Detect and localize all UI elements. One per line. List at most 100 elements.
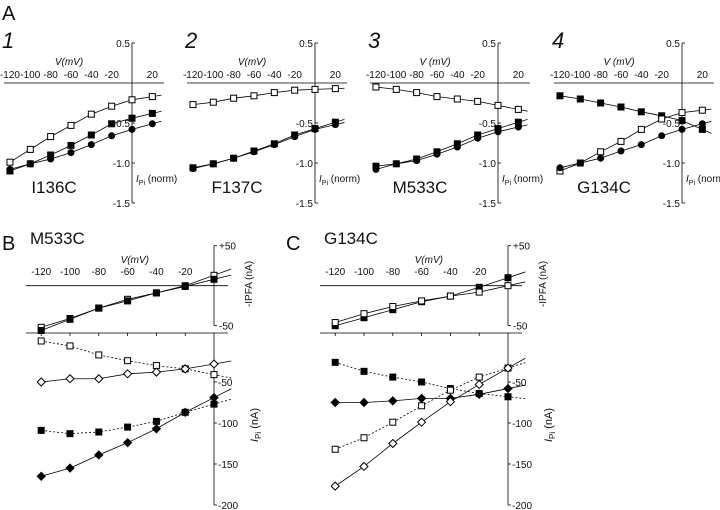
filled-circle-point xyxy=(26,160,34,168)
open-square-series-line xyxy=(335,281,526,323)
x-tick-label: -60 xyxy=(120,267,135,278)
x-axis-label: V(mV) xyxy=(415,255,443,266)
y-tick-label: -200 xyxy=(218,501,238,510)
filled-circle-point xyxy=(494,128,502,136)
y-tick-label: +50 xyxy=(513,242,530,253)
open-square-point xyxy=(617,137,625,145)
y-tick-label: -1.0 xyxy=(113,159,131,170)
open-square-point xyxy=(433,93,441,101)
y-tick-label: -0.5 xyxy=(479,119,497,130)
x-axis-label: V(mV) xyxy=(238,57,266,68)
open-square-point xyxy=(124,357,132,365)
x-tick-label: -80 xyxy=(43,70,58,81)
open-square-point xyxy=(446,292,454,300)
open-square-point xyxy=(230,94,238,102)
open-diamond-point xyxy=(445,396,456,407)
filled-circle-point xyxy=(47,155,55,163)
x-tick-label: 20 xyxy=(513,70,525,81)
filled-square-point xyxy=(37,426,45,434)
panel-number: 2 xyxy=(184,28,197,53)
y-tick-label: -50 xyxy=(218,378,233,389)
open-square-point xyxy=(474,97,482,105)
open-square-point xyxy=(514,105,522,113)
open-square-point xyxy=(189,101,197,109)
filled-diamond-point xyxy=(388,396,398,406)
filled-circle-point xyxy=(433,150,441,158)
filled-diamond-point xyxy=(94,450,104,460)
filled-square-point xyxy=(678,117,686,125)
mutant-label: G134C xyxy=(577,178,631,197)
y-axis-label: IPi (norm) xyxy=(136,174,177,187)
open-square-point xyxy=(389,418,397,426)
filled-square-point xyxy=(124,297,132,305)
open-square-point xyxy=(250,92,258,100)
x-tick-label: -80 xyxy=(386,267,401,278)
open-square-point xyxy=(331,319,339,326)
open-square-point xyxy=(95,351,103,359)
filled-circle-point xyxy=(392,160,400,168)
filled-circle-point xyxy=(230,154,238,162)
open-square-point xyxy=(360,434,368,442)
x-axis-label: V(mV) xyxy=(55,57,83,68)
panel-c-chart: G134C V(mV) -120 -100 -80 -60 -40 -20 +50 -50 -IPF… xyxy=(320,229,557,510)
open-square-point xyxy=(360,310,368,318)
x-tick-label: -40 xyxy=(149,267,164,278)
open-square-series-line xyxy=(41,268,232,328)
filled-circle-point xyxy=(514,123,522,131)
x-tick-label: 20 xyxy=(147,70,159,81)
mutant-label: M533C xyxy=(30,229,85,248)
x-tick-label: -20 xyxy=(472,267,487,278)
mutant-label: I136C xyxy=(31,178,76,197)
filled-circle-point xyxy=(556,164,564,172)
x-tick-label: -100 xyxy=(60,267,80,278)
open-square-point xyxy=(66,342,74,350)
filled-circle-point xyxy=(658,132,666,140)
y-tick-label: 0.5 xyxy=(299,39,313,50)
open-square-point xyxy=(128,96,136,104)
open-square-point xyxy=(270,89,278,97)
filled-square-point xyxy=(617,103,625,111)
y-tick-label: -1.5 xyxy=(479,199,497,210)
open-square-point xyxy=(392,85,400,93)
open-diamond-series-line xyxy=(41,360,232,383)
y-axis-label: IPi (norm) xyxy=(502,174,543,187)
y-tick-label: -1.5 xyxy=(113,199,131,210)
x-tick-label: -40 xyxy=(267,70,282,81)
panel-number: 3 xyxy=(368,28,381,53)
filled-square-point xyxy=(66,430,74,438)
y-tick-label: -50 xyxy=(513,322,528,333)
filled-circle-point xyxy=(698,120,706,128)
open-square-point xyxy=(475,373,483,381)
x-tick-label: -20 xyxy=(178,267,193,278)
filled-square-point xyxy=(128,114,136,122)
filled-square-point xyxy=(504,274,512,282)
upper-ipfa-plot: +50 -50 -IPFA (nA) xyxy=(320,242,549,333)
panel-letter-c: C xyxy=(286,233,300,255)
filled-square-point xyxy=(124,423,132,431)
filled-square-point xyxy=(331,358,339,366)
x-tick-label: -120 xyxy=(0,70,20,81)
open-diamond-point xyxy=(388,438,398,449)
x-tick-label: -60 xyxy=(430,70,445,81)
panel-b-chart: M533C V(mV) -120 -100 -80 -60 -40 -20 +50 -50 -IPF… xyxy=(26,229,263,510)
x-tick-label: -100 xyxy=(354,267,374,278)
filled-square-point xyxy=(152,417,160,425)
open-square-point xyxy=(209,98,217,106)
filled-circle-point xyxy=(453,143,461,151)
y-tick-label: -100 xyxy=(218,419,238,430)
filled-square-point xyxy=(108,120,116,128)
y-tick-label: -1.0 xyxy=(296,159,314,170)
filled-diamond-point xyxy=(416,393,427,404)
y-tick-label: -1.5 xyxy=(663,199,681,210)
x-tick-label: -120 xyxy=(550,70,570,81)
filled-diamond-point xyxy=(122,437,133,448)
filled-square-point xyxy=(152,289,160,297)
x-tick-label: -100 xyxy=(570,70,590,81)
x-axis-label: V (mV) xyxy=(419,57,450,68)
open-square-point xyxy=(37,337,45,345)
filled-circle-point xyxy=(413,157,421,165)
filled-square-point xyxy=(148,109,156,117)
x-tick-label: -40 xyxy=(450,70,465,81)
mutant-label: M533C xyxy=(393,178,448,197)
open-diamond-point xyxy=(503,363,513,373)
